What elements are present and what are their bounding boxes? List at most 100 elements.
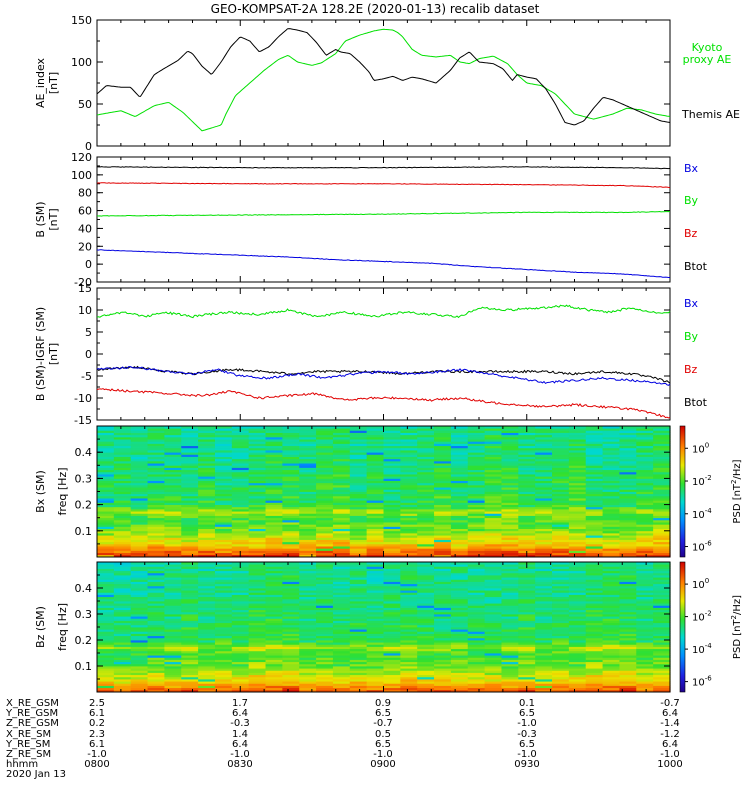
spectrogram-cell <box>299 640 317 643</box>
spectrogram-cell <box>147 428 166 431</box>
spectrogram-cell <box>535 622 553 626</box>
spectrogram-cell <box>130 683 149 686</box>
spectrogram-cell <box>332 624 351 628</box>
spectrogram-cell <box>434 570 452 574</box>
spectrogram-cell <box>198 513 216 516</box>
spectrogram-cell <box>113 598 132 602</box>
spectrogram-cell <box>97 611 115 615</box>
spectrogram-cell <box>552 465 570 468</box>
spectrogram-cell <box>164 653 182 656</box>
spectrogram-cell <box>568 611 587 615</box>
spectrogram-cell <box>198 605 216 608</box>
spectrogram-cell <box>130 631 149 634</box>
spectrogram-cell <box>198 450 216 453</box>
spectrogram-cell <box>349 640 368 643</box>
legend-themis-ae: Themis AE <box>681 108 740 121</box>
spectrogram-cell <box>349 627 368 630</box>
spectrogram-cell <box>383 454 401 457</box>
spectrogram-cell <box>366 590 385 593</box>
spectrogram-cell <box>400 635 418 639</box>
spectrogram-cell <box>484 467 503 471</box>
spectrogram-cell <box>349 476 368 479</box>
spectrogram-cell <box>181 535 199 538</box>
spectrogram-cell <box>636 583 654 587</box>
spectrogram-cell <box>147 504 166 508</box>
spectrogram-cell <box>450 434 469 438</box>
spectrogram-cell <box>450 495 469 499</box>
spectrogram-cell <box>265 676 283 680</box>
spectrogram-cell <box>450 616 469 619</box>
spectrogram-cell <box>130 526 149 530</box>
spectrogram-cell <box>214 498 233 501</box>
spectrogram-cell <box>484 685 503 689</box>
spectrogram-cell <box>231 539 250 543</box>
spectrogram-cell <box>332 491 351 495</box>
spectrogram-cell <box>653 609 671 613</box>
spectrogram-cell <box>535 568 553 572</box>
spectrogram-cell <box>214 532 233 536</box>
spectrogram-cell <box>619 644 637 647</box>
spectrogram-cell <box>434 672 452 676</box>
spectrogram-cell <box>417 434 435 438</box>
spectrogram-cell <box>164 426 182 429</box>
spectrogram-cell <box>484 674 503 678</box>
spectrogram-cell <box>434 539 452 543</box>
spectrogram-cell <box>349 577 368 580</box>
spectrogram-cell <box>113 476 132 479</box>
spectrogram-cell <box>332 674 351 678</box>
spectrogram-cell <box>265 458 283 462</box>
spectrogram-cell <box>147 685 166 689</box>
y-axis-label: Bx (SM) <box>34 470 47 513</box>
spectrogram-cell <box>568 471 587 475</box>
spectrogram-cell <box>636 657 654 660</box>
spectrogram-cell <box>198 642 216 645</box>
spectrogram-cell <box>366 500 385 503</box>
spectrogram-cell <box>450 474 469 477</box>
spectrogram-cell <box>383 430 401 433</box>
spectrogram-cell <box>248 506 267 510</box>
ephemeris-row-label: X_RE_GSM <box>6 698 59 709</box>
spectrogram-cell <box>619 622 637 626</box>
spectrogram-cell <box>636 493 654 497</box>
spectrogram-cell <box>181 562 199 565</box>
spectrogram-cell <box>602 679 621 682</box>
spectrogram-cell <box>147 616 166 619</box>
spectrogram-cell <box>552 445 570 449</box>
y-tick-label: 0.3 <box>75 472 93 485</box>
spectrogram-cell <box>113 601 132 604</box>
spectrogram-cell <box>434 674 452 678</box>
spectrogram-cell <box>535 583 553 587</box>
spectrogram-cell <box>653 532 671 536</box>
spectrogram-cell <box>552 631 570 634</box>
spectrogram-cell <box>400 469 418 473</box>
spectrogram-cell <box>282 524 300 527</box>
spectrogram-cell <box>198 637 216 641</box>
spectrogram-cell <box>164 635 182 639</box>
spectrogram-cell <box>518 588 536 591</box>
spectrogram-cell <box>198 524 216 527</box>
spectrogram-cell <box>366 458 385 462</box>
spectrogram-cell <box>282 493 300 497</box>
spectrogram-cell <box>400 650 418 654</box>
spectrogram-cell <box>147 508 166 512</box>
spectrogram-cell <box>501 570 519 574</box>
spectrogram-cell <box>400 666 418 669</box>
ephemeris-value: 6.4 <box>662 738 678 750</box>
spectrogram-cell <box>535 554 553 558</box>
spectrogram-cell <box>164 659 182 663</box>
spectrogram-cell <box>518 629 536 632</box>
spectrogram-cell <box>417 592 435 595</box>
spectrogram-cell <box>164 445 182 449</box>
spectrogram-cell <box>198 439 216 442</box>
spectrogram-cell <box>248 447 267 451</box>
spectrogram-cell <box>619 661 637 665</box>
spectrogram-cell <box>282 681 300 684</box>
spectrogram-cell <box>501 663 519 667</box>
spectrogram-cell <box>130 495 149 499</box>
spectrogram-cell <box>181 646 199 650</box>
spectrogram-cell <box>282 588 300 591</box>
spectrogram-cell <box>130 676 149 680</box>
spectrogram-cell <box>366 506 385 510</box>
spectrogram-cell <box>434 508 452 512</box>
spectrogram-cell <box>484 635 503 639</box>
